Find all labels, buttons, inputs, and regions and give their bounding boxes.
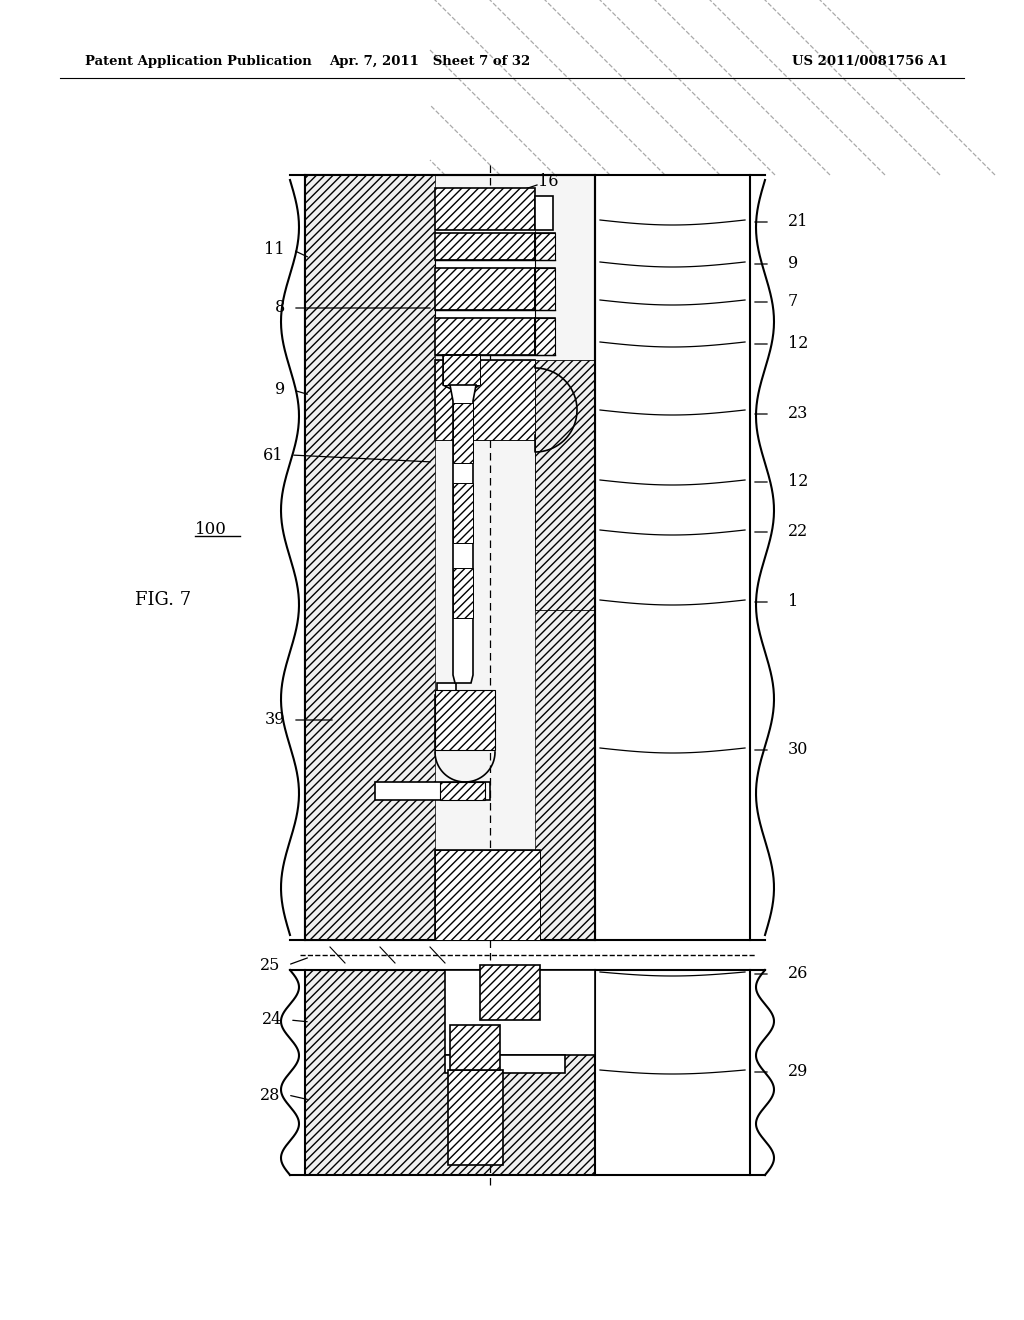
Bar — [435, 260, 535, 268]
Bar — [449, 1071, 503, 1166]
Bar — [435, 234, 535, 260]
Text: 39: 39 — [264, 711, 285, 729]
Text: FIG. 7: FIG. 7 — [135, 591, 191, 609]
Text: 12: 12 — [788, 474, 808, 491]
Text: 9: 9 — [788, 256, 799, 272]
Text: 8: 8 — [274, 300, 285, 317]
Text: 7: 7 — [788, 293, 799, 310]
Bar — [535, 318, 555, 355]
Text: 23: 23 — [788, 405, 808, 422]
Text: 16: 16 — [538, 173, 558, 190]
Bar — [453, 568, 473, 618]
Bar — [535, 234, 555, 260]
Text: 21: 21 — [788, 214, 808, 231]
Bar — [435, 850, 540, 940]
Bar — [435, 187, 535, 230]
Text: 28: 28 — [260, 1086, 280, 1104]
Bar — [535, 360, 595, 610]
Bar — [535, 268, 555, 310]
Bar — [535, 318, 555, 355]
Bar — [305, 176, 435, 940]
Bar — [435, 230, 535, 235]
Bar — [445, 1055, 565, 1073]
Text: 26: 26 — [788, 965, 808, 982]
Text: Apr. 7, 2011   Sheet 7 of 32: Apr. 7, 2011 Sheet 7 of 32 — [330, 55, 530, 69]
Bar — [435, 268, 535, 310]
Text: 25: 25 — [260, 957, 280, 974]
Bar — [435, 310, 535, 318]
Bar — [435, 360, 535, 440]
Bar — [535, 234, 555, 260]
Bar — [443, 355, 480, 385]
Bar — [305, 176, 595, 940]
Text: 61: 61 — [262, 446, 283, 463]
Bar — [453, 403, 473, 463]
Bar — [453, 483, 473, 543]
Bar — [535, 389, 595, 940]
Bar — [535, 268, 555, 310]
Polygon shape — [443, 355, 480, 395]
Text: 24: 24 — [262, 1011, 282, 1028]
Bar — [440, 781, 485, 800]
Polygon shape — [435, 682, 485, 750]
Bar — [435, 360, 535, 440]
Bar — [435, 318, 535, 355]
Text: 11: 11 — [264, 242, 285, 259]
Bar — [480, 965, 540, 1020]
Bar — [305, 970, 595, 1175]
Polygon shape — [450, 385, 476, 682]
Text: Patent Application Publication: Patent Application Publication — [85, 55, 311, 69]
Bar — [375, 781, 490, 800]
Text: 22: 22 — [788, 524, 808, 540]
Text: 1: 1 — [788, 594, 799, 610]
Bar — [435, 850, 540, 940]
Text: 12: 12 — [788, 335, 808, 352]
Text: 29: 29 — [788, 1064, 808, 1081]
Bar — [450, 1026, 500, 1071]
Text: 9: 9 — [274, 381, 285, 399]
Text: US 2011/0081756 A1: US 2011/0081756 A1 — [793, 55, 948, 69]
Bar — [435, 690, 495, 750]
Bar — [445, 970, 595, 1055]
Text: 30: 30 — [788, 742, 808, 759]
Bar — [535, 195, 553, 230]
Text: 100: 100 — [195, 521, 227, 539]
